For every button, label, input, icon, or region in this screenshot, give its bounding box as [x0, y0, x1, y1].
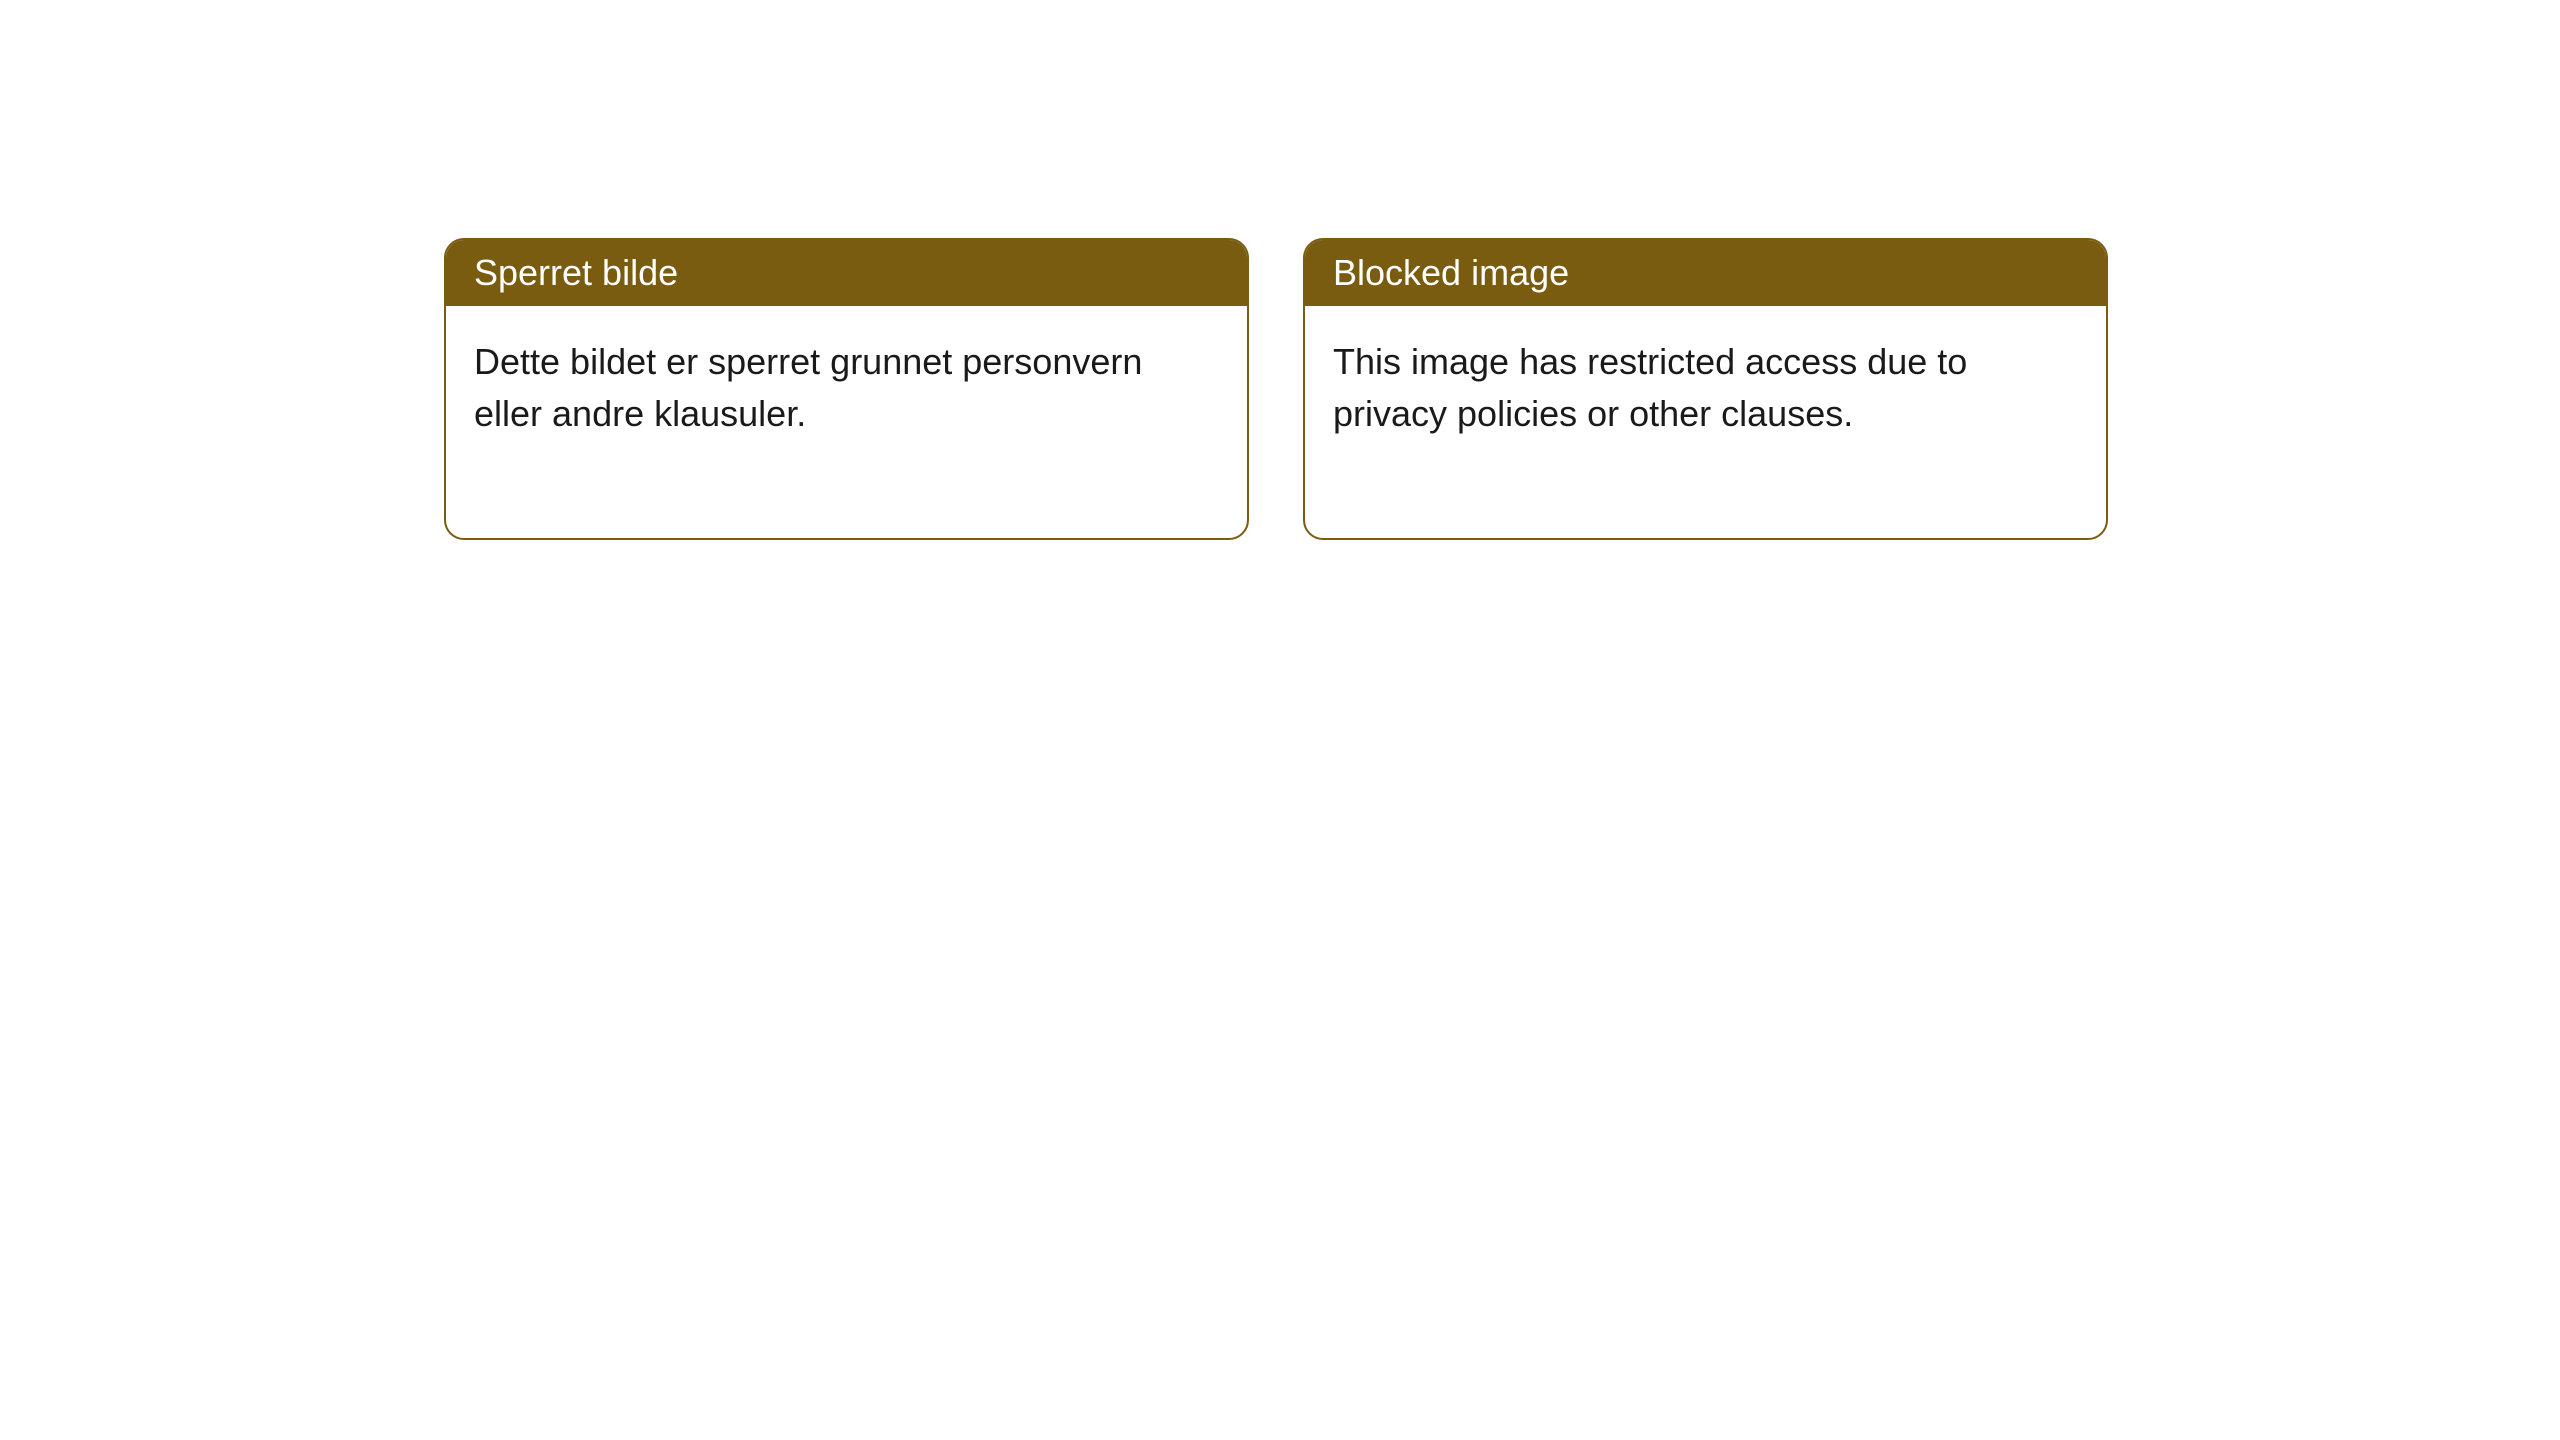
card-body: Dette bildet er sperret grunnet personve… — [446, 306, 1247, 538]
notice-container: Sperret bilde Dette bildet er sperret gr… — [0, 0, 2560, 540]
notice-card-norwegian: Sperret bilde Dette bildet er sperret gr… — [444, 238, 1249, 540]
card-header-title: Blocked image — [1333, 252, 1569, 293]
card-header: Sperret bilde — [446, 240, 1247, 306]
card-header-title: Sperret bilde — [474, 252, 678, 293]
card-body-text: This image has restricted access due to … — [1333, 336, 2078, 440]
notice-card-english: Blocked image This image has restricted … — [1303, 238, 2108, 540]
card-body: This image has restricted access due to … — [1305, 306, 2106, 538]
card-header: Blocked image — [1305, 240, 2106, 306]
card-body-text: Dette bildet er sperret grunnet personve… — [474, 336, 1219, 440]
